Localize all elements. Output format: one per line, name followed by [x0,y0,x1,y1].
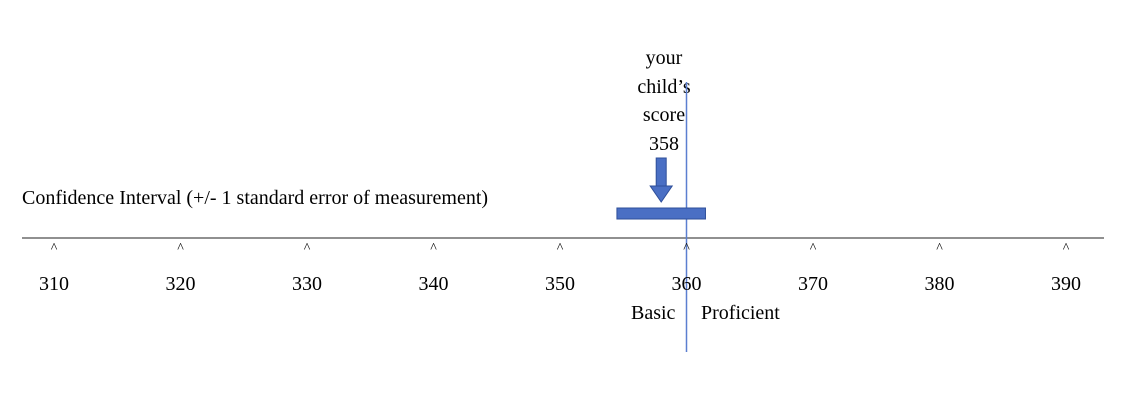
score-label-line-1: your [645,47,683,69]
score-label-line-2: child’s [637,75,691,98]
tick-caret: ^ [936,241,943,256]
tick-label-310: 310 [39,273,69,295]
tick-caret: ^ [430,241,437,256]
tick-caret: ^ [683,241,690,256]
tick-label-390: 390 [1051,273,1081,295]
score-arrow-icon [649,157,674,203]
tick-label-320: 320 [165,273,196,295]
tick-label-350: 350 [545,273,575,295]
score-value: 358 [649,132,679,155]
level-label-basic: Basic [631,302,676,324]
confidence-interval-label: Confidence Interval (+/- 1 standard erro… [22,187,489,209]
tick-caret: ^ [809,241,817,256]
level-label-proficient: Proficient [701,302,780,324]
tick-label-380: 380 [924,273,955,295]
tick-label-330: 330 [292,273,322,295]
tick-caret: ^ [177,241,184,256]
tick-label-360: 360 [671,273,702,295]
confidence-interval-bar [616,207,706,220]
score-label-line-3: score [642,104,686,126]
tick-caret: ^ [556,241,564,256]
tick-caret: ^ [50,241,58,256]
score-label: your child’s score 358 [614,44,714,158]
tick-label-340: 340 [418,273,449,295]
tick-caret: ^ [1062,241,1070,256]
tick-caret: ^ [303,241,311,256]
tick-label-370: 370 [798,273,828,295]
